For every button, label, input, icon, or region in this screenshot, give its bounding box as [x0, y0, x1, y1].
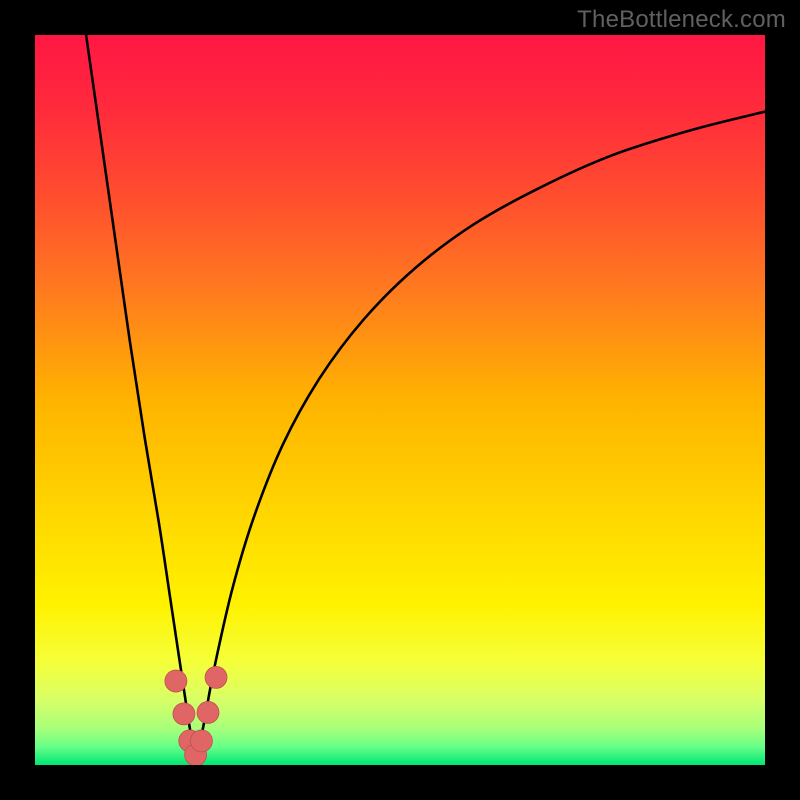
watermark-text: TheBottleneck.com: [577, 6, 786, 34]
marker-dot: [205, 666, 227, 688]
marker-dot: [197, 701, 219, 723]
bottleneck-chart: [0, 0, 800, 800]
marker-dot: [190, 730, 212, 752]
chart-stage: TheBottleneck.com: [0, 0, 800, 800]
marker-dot: [165, 670, 187, 692]
marker-dot: [173, 703, 195, 725]
plot-area: [35, 35, 765, 765]
